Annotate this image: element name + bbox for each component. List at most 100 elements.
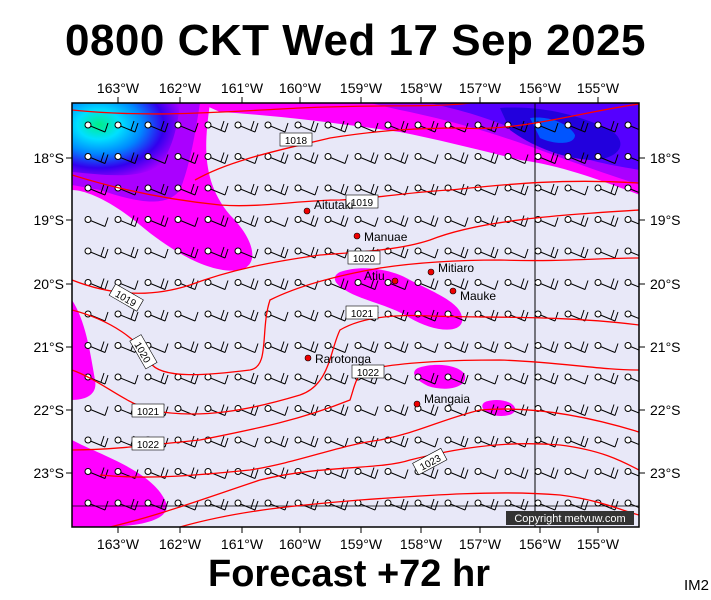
wind-barb bbox=[564, 215, 589, 227]
lat-label: 22°S bbox=[650, 402, 681, 418]
wind-barb bbox=[474, 373, 499, 385]
wind-barb bbox=[144, 372, 169, 385]
forecast-label: Forecast +72 hr bbox=[208, 553, 490, 595]
rain-core-northwest bbox=[72, 103, 180, 176]
wind-barb bbox=[564, 246, 589, 259]
wind-barb bbox=[264, 216, 289, 227]
town-atiu: Atiu bbox=[364, 269, 399, 285]
wind-barb bbox=[594, 278, 619, 290]
lon-label: 160°W bbox=[279, 80, 322, 96]
wind-barb bbox=[204, 309, 229, 322]
wind-barb bbox=[174, 499, 199, 511]
wind-barb bbox=[474, 341, 499, 353]
wind-barb bbox=[384, 120, 409, 133]
lon-labels-bottom: 163°W 162°W 161°W 160°W 159°W 158°W 157°… bbox=[97, 536, 620, 552]
wind-barb bbox=[624, 373, 639, 383]
lon-label: 157°W bbox=[459, 536, 502, 552]
wind-barb bbox=[354, 341, 379, 353]
svg-text:1019: 1019 bbox=[351, 198, 374, 209]
wind-barb bbox=[564, 404, 589, 416]
wind-barb bbox=[114, 498, 139, 511]
wind-barb bbox=[474, 498, 499, 511]
lon-label: 162°W bbox=[159, 536, 202, 552]
svg-text:Copyright metvuw.com: Copyright metvuw.com bbox=[514, 513, 625, 525]
wind-barb bbox=[114, 373, 139, 385]
lat-label: 23°S bbox=[33, 465, 64, 481]
wind-barb bbox=[384, 152, 409, 164]
wind-barb bbox=[534, 499, 559, 511]
wind-barb bbox=[564, 184, 589, 196]
wind-barb bbox=[84, 121, 109, 133]
wind-barb bbox=[534, 372, 559, 385]
wind-barb bbox=[174, 183, 199, 196]
wind-barb bbox=[384, 309, 409, 322]
wind-barb bbox=[294, 152, 319, 164]
lon-label: 156°W bbox=[519, 536, 562, 552]
wind-barb bbox=[474, 279, 499, 290]
wind-barb bbox=[294, 215, 319, 227]
wind-barb bbox=[624, 216, 639, 225]
lon-label: 158°W bbox=[400, 80, 443, 96]
svg-text:Manuae: Manuae bbox=[364, 230, 408, 244]
wind-barb bbox=[324, 183, 349, 196]
wind-barb bbox=[174, 216, 199, 227]
isobar-label: 1022 bbox=[131, 436, 165, 451]
wind-barb bbox=[504, 278, 529, 290]
wind-barb bbox=[594, 153, 619, 164]
lon-label: 155°W bbox=[577, 536, 620, 552]
wind-barb bbox=[204, 246, 229, 259]
wind-barb bbox=[204, 279, 229, 290]
wind-barb bbox=[534, 467, 559, 479]
wind-barb bbox=[504, 372, 529, 385]
wind-barb bbox=[384, 373, 409, 385]
wind-barb bbox=[144, 183, 169, 196]
rain-area-southwest bbox=[72, 440, 167, 527]
wind-barb bbox=[624, 279, 639, 288]
svg-text:1022: 1022 bbox=[357, 368, 380, 379]
wind-barb bbox=[534, 246, 559, 259]
wind-barb bbox=[414, 153, 439, 164]
wind-barb bbox=[594, 342, 619, 353]
isobar-label: 1021 bbox=[131, 403, 165, 418]
wind-barb bbox=[204, 404, 229, 416]
wind-barb bbox=[624, 342, 639, 351]
isobar-label: 1019 bbox=[345, 194, 379, 209]
lon-label: 163°W bbox=[97, 80, 140, 96]
isobar-line bbox=[72, 103, 471, 115]
wind-barb bbox=[624, 121, 639, 131]
map-area: 1018 1019 1019 1020 1020 1021 bbox=[72, 103, 639, 527]
wind-barb bbox=[114, 215, 139, 227]
wind-barb bbox=[324, 120, 349, 133]
wind-barb bbox=[234, 436, 259, 448]
isobar-line bbox=[99, 408, 639, 478]
wind-barb bbox=[84, 152, 109, 164]
wind-barb bbox=[84, 183, 109, 196]
wind-barb bbox=[384, 215, 409, 227]
lon-label: 161°W bbox=[221, 80, 264, 96]
wind-barb bbox=[474, 435, 499, 448]
wind-barb bbox=[294, 404, 319, 416]
wind-barb bbox=[294, 373, 319, 385]
wind-barb bbox=[174, 467, 199, 479]
wind-barb bbox=[624, 247, 639, 257]
wind-barb bbox=[264, 467, 289, 479]
lat-label: 20°S bbox=[33, 276, 64, 292]
wind-barb bbox=[414, 247, 439, 259]
wind-barb bbox=[504, 342, 529, 353]
wind-barb bbox=[534, 152, 559, 164]
svg-text:Mitiaro: Mitiaro bbox=[438, 261, 474, 275]
wind-barb bbox=[504, 183, 529, 196]
wind-barb bbox=[594, 372, 619, 385]
wind-barb bbox=[564, 152, 589, 164]
wind-barb bbox=[414, 183, 439, 196]
wind-barb bbox=[144, 278, 169, 290]
wind-barb bbox=[114, 120, 139, 133]
wind-barb bbox=[234, 278, 259, 290]
wind-barb bbox=[234, 372, 259, 385]
svg-text:1018: 1018 bbox=[285, 136, 308, 147]
wind-barb bbox=[294, 184, 319, 196]
wind-barb bbox=[534, 341, 559, 353]
wind-barb bbox=[444, 372, 469, 385]
wind-barb bbox=[444, 341, 469, 353]
